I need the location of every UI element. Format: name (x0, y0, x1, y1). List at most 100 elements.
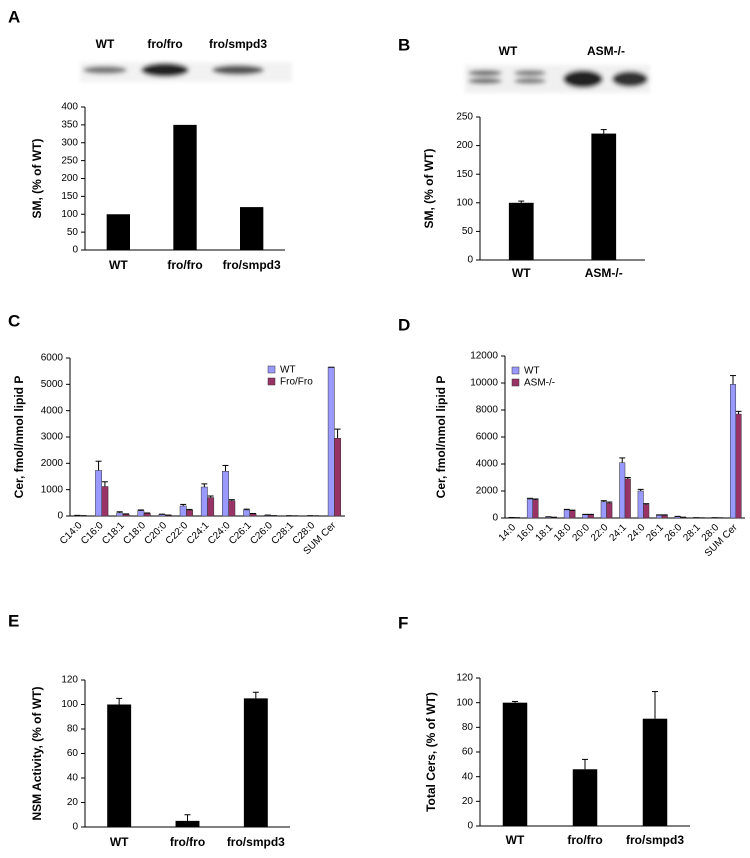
y-tick-label: 50 (462, 226, 474, 237)
x-tick-label: C20:0 (143, 520, 170, 547)
y-axis-title: NSM Activity, (% of WT) (30, 687, 44, 821)
y-axis-title: Total Cers, (% of WT) (424, 692, 438, 812)
legend-label: ASM-/- (524, 378, 555, 389)
y-tick-label: 40 (67, 773, 79, 784)
x-tick-label: C26:0 (248, 520, 275, 547)
y-tick-label: 150 (61, 191, 78, 202)
y-tick-label: 4000 (476, 459, 499, 470)
bar (101, 486, 109, 517)
y-tick-label: 20 (462, 796, 474, 807)
x-tick-label: 20:0 (571, 522, 593, 544)
bar (137, 510, 145, 517)
blot-label: ASM-/- (587, 44, 625, 58)
y-tick-label: 120 (456, 673, 473, 684)
blot-label: WT (499, 44, 518, 58)
x-tick-label: C26:1 (227, 520, 254, 547)
bar (606, 502, 613, 519)
x-tick-label: C18:1 (100, 520, 127, 547)
y-tick-label: 40 (462, 771, 474, 782)
y-tick-label: 10000 (470, 378, 498, 389)
bar (619, 462, 626, 519)
bar (600, 501, 607, 519)
y-axis-title: Cer, fmol/nmol lipid P (12, 376, 26, 499)
x-tick-label: C24:0 (206, 520, 233, 547)
x-tick-label: 18:1 (534, 522, 556, 544)
blot-a (80, 62, 292, 82)
bar (591, 133, 617, 260)
blot-label: fro/fro (147, 37, 182, 51)
bar (526, 498, 533, 519)
y-tick-label: 8000 (476, 405, 499, 416)
bar (243, 698, 268, 827)
bar (661, 515, 668, 519)
y-tick-label: 0 (467, 255, 473, 266)
x-tick-label: WT (109, 258, 128, 272)
bar (179, 505, 187, 517)
legend-label: Fro/Fro (280, 377, 313, 388)
blot-band (612, 71, 648, 87)
y-tick-label: 4000 (41, 405, 64, 416)
bar (207, 497, 215, 517)
x-tick-label: fro/fro (170, 835, 205, 849)
x-tick-label: WT (110, 835, 129, 849)
blot-band (514, 78, 546, 84)
bar (240, 207, 264, 250)
legend-swatch (511, 366, 520, 375)
legend-swatch (511, 378, 520, 387)
legend-label: WT (280, 365, 296, 376)
y-tick-label: 0 (57, 511, 63, 522)
legend-swatch (267, 377, 276, 386)
bar (116, 512, 124, 517)
panel-label: B (398, 35, 410, 54)
bar (107, 704, 132, 827)
y-tick-label: 100 (456, 697, 473, 708)
y-tick-label: 200 (456, 140, 473, 151)
bar (532, 499, 539, 519)
panel-label: A (8, 7, 20, 26)
y-tick-label: 0 (72, 822, 78, 833)
blot-label: WT (96, 37, 115, 51)
x-tick-label: fro/smpd3 (223, 258, 281, 272)
bar (642, 718, 668, 826)
x-tick-label: fro/fro (167, 258, 202, 272)
y-tick-label: 0 (492, 513, 498, 524)
y-tick-label: 12000 (470, 351, 498, 362)
x-tick-label: C28:1 (269, 520, 296, 547)
y-tick-label: 60 (462, 747, 474, 758)
bar (143, 513, 151, 517)
y-tick-label: 400 (61, 102, 78, 113)
y-axis-title: Cer, fmol/nmol lipid P (434, 376, 448, 499)
y-tick-label: 0 (72, 245, 78, 256)
blot-band (514, 70, 546, 76)
x-tick-label: 24:1 (607, 522, 629, 544)
bar (200, 486, 208, 517)
bar (637, 490, 644, 519)
bar (334, 438, 342, 517)
bar (729, 384, 737, 519)
y-tick-label: 250 (456, 112, 473, 123)
x-tick-label: 26:0 (663, 522, 685, 544)
x-tick-label: 26:1 (644, 522, 666, 544)
x-tick-label: 24:0 (626, 522, 648, 544)
y-axis-title: SM, (% of WT) (30, 139, 44, 219)
x-tick-label: C16:0 (79, 520, 106, 547)
x-tick-label: 16:0 (515, 522, 537, 544)
y-tick-label: 100 (456, 197, 473, 208)
x-tick-label: 22:0 (589, 522, 611, 544)
bar (95, 470, 102, 517)
blot-b (465, 65, 650, 93)
bar (173, 124, 197, 250)
bar (582, 514, 589, 519)
y-tick-label: 80 (67, 724, 79, 735)
y-tick-label: 100 (61, 699, 78, 710)
blot-label: fro/smpd3 (209, 37, 267, 51)
y-tick-label: 60 (67, 748, 79, 759)
y-tick-label: 6000 (476, 432, 499, 443)
x-tick-label: ASM-/- (585, 266, 623, 280)
y-tick-label: 6000 (41, 353, 64, 364)
panel-label: E (8, 611, 19, 630)
y-tick-label: 300 (61, 137, 78, 148)
bar (587, 514, 594, 519)
x-tick-label: 18:0 (552, 522, 574, 544)
